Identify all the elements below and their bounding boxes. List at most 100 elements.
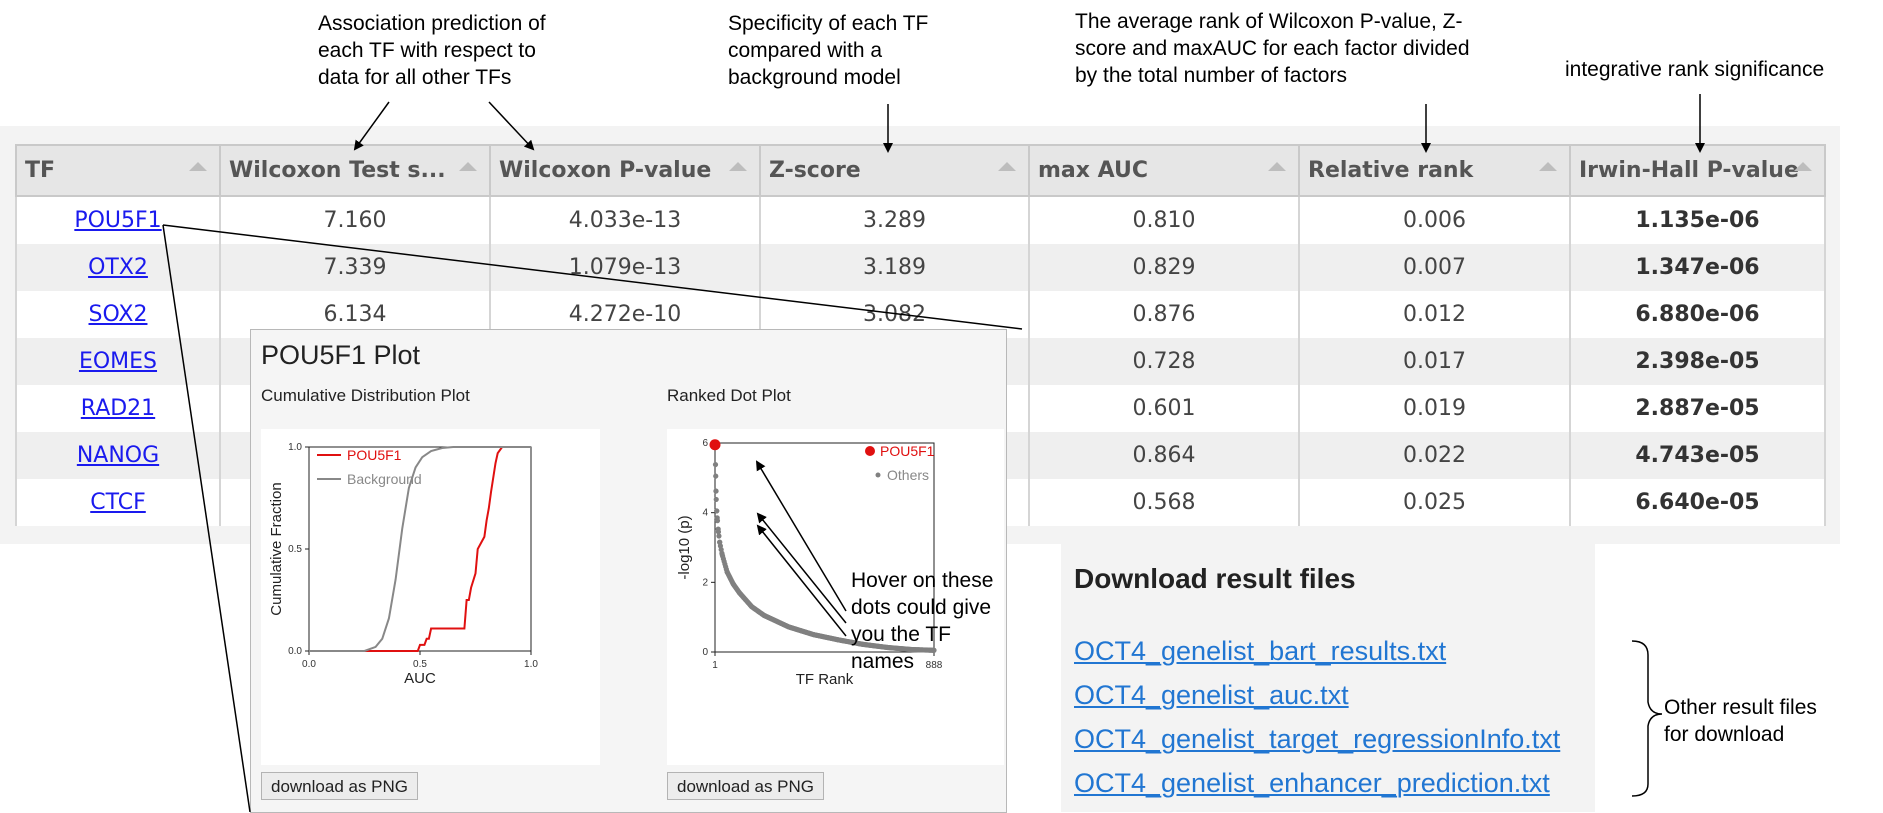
cell-tf: POU5F1 [15,196,221,244]
others-dot [712,461,719,468]
others-dot [909,646,915,653]
tf-link[interactable]: OTX2 [88,255,148,280]
pou5f1-dot [709,439,721,451]
sort-arrow-icon[interactable] [189,162,207,171]
dot-legend-label: POU5F1 [880,443,935,459]
col-header-label: Z-score [769,158,861,183]
others-dot [884,644,891,651]
others-dot [730,581,736,587]
others-dot [713,473,719,479]
cdf-x-tick-label: 1.0 [524,659,538,670]
others-dot [860,641,866,647]
cell-max-auc: 0.601 [1028,385,1300,432]
sort-arrow-icon[interactable] [1268,162,1286,171]
cell-wilcoxon-stat: 7.160 [219,196,491,244]
col-header-wilcoxon-stat[interactable]: Wilcoxon Test s... [219,144,491,197]
cell-irwin-hall: 1.347e-06 [1569,244,1826,291]
others-dot [835,637,841,643]
cell-irwin-hall: 1.135e-06 [1569,196,1826,244]
cdf-plot-title: Cumulative Distribution Plot [261,386,470,405]
cell-relative-rank: 0.022 [1298,432,1571,479]
others-dot [714,515,720,521]
cell-relative-rank: 0.017 [1298,338,1571,385]
cdf-plot: 0.0 0.5 1.0 0.0 0.5 1.0 AUC Cumulative Fraction… [261,429,600,765]
relative-rank-note: The average rank of Wilcoxon P-value, Z-… [1075,8,1470,89]
dot-legend-label: Others [887,467,929,483]
download-file-link[interactable]: OCT4_genelist_auc.txt [1074,680,1349,710]
col-header-label: Wilcoxon Test s... [229,158,446,183]
cell-irwin-hall: 4.743e-05 [1569,432,1826,479]
cell-max-auc: 0.864 [1028,432,1300,479]
cell-irwin-hall: 6.880e-06 [1569,291,1826,338]
specificity-note-line: compared with a [728,39,883,62]
cell-tf: SOX2 [15,291,221,338]
dot-y-tick-label: 0 [702,647,708,658]
annotation-arrow [488,101,535,151]
tf-link[interactable]: NANOG [76,443,160,468]
col-header-relative-rank[interactable]: Relative rank [1298,144,1571,197]
others-dot [736,590,743,596]
cdf-x-axis-label: AUC [404,670,436,687]
specificity-note-line: Specificity of each TF [728,12,929,35]
dot-y-axis-label: -log10 (p) [676,515,693,579]
download-bracket [1631,640,1663,797]
hover-note-line: Hover on these [851,569,994,592]
cell-z-score: 3.189 [759,244,1030,291]
ranked-dot-plot: 1 888 0 2 4 6 TF Rank -log10 (p) POU5F1 Others [667,429,1004,765]
tf-link[interactable]: POU5F1 [74,208,162,233]
table-row: SOX2 6.134 4.272e-10 3.082 0.876 0.012 6… [15,291,1826,338]
sort-arrow-icon[interactable] [459,162,477,171]
dot-plot-svg: 1 888 0 2 4 6 TF Rank -log10 (p) POU5F1 Others [676,438,943,688]
col-header-max-auc[interactable]: max AUC [1028,144,1300,197]
cdf-download-png-button[interactable]: download as PNG [261,772,419,800]
hover-note: Hover on these dots could give you the T… [851,567,993,675]
dot-download-png-button[interactable]: download as PNG [667,772,825,800]
cdf-y-axis-label: Cumulative Fraction [268,482,285,615]
cdf-background-line [309,446,531,652]
col-header-label: Wilcoxon P-value [499,158,712,183]
download-file-link[interactable]: OCT4_genelist_enhancer_prediction.txt [1074,768,1550,798]
col-header-label: Relative rank [1308,158,1474,183]
cell-tf: NANOG [15,432,221,479]
tf-link[interactable]: CTCF [90,490,146,515]
other-files-note-line: for download [1664,723,1785,746]
tf-link[interactable]: SOX2 [88,302,148,327]
irwin-hall-note: integrative rank significance [1565,56,1824,83]
tf-link[interactable]: EOMES [78,349,158,374]
download-file-link[interactable]: OCT4_genelist_bart_results.txt [1074,636,1447,666]
other-files-note: Other result files for download [1664,694,1817,748]
others-dot [786,624,792,630]
cdf-y-tick-label: 1.0 [288,442,302,453]
tf-link[interactable]: RAD21 [80,396,156,421]
cdf-y-tick-label: 0.0 [288,646,302,657]
cell-max-auc: 0.728 [1028,338,1300,385]
cell-relative-rank: 0.006 [1298,196,1571,244]
cell-max-auc: 0.829 [1028,244,1300,291]
sort-arrow-icon[interactable] [1794,162,1812,171]
hover-arrow [756,512,847,624]
col-header-tf[interactable]: TF [15,144,221,197]
download-file-link[interactable]: OCT4_genelist_target_regressionInfo.txt [1074,724,1561,754]
table-row: OTX2 7.339 1.079e-13 3.189 0.829 0.007 1… [15,244,1826,291]
cell-relative-rank: 0.012 [1298,291,1571,338]
sort-arrow-icon[interactable] [729,162,747,171]
hover-note-line: names [851,650,915,673]
popup-connector [162,224,251,812]
col-header-z-score[interactable]: Z-score [759,144,1030,197]
table-row: POU5F1 7.160 4.033e-13 3.289 0.810 0.006… [15,196,1826,244]
others-dot [713,488,719,494]
cell-max-auc: 0.876 [1028,291,1300,338]
cell-z-score: 3.289 [759,196,1030,244]
download-heading: Download result files [1074,563,1356,594]
dot-y-tick-label: 4 [702,508,708,519]
cdf-pou5f1-line [309,446,531,652]
association-note: Association prediction of each TF with r… [318,10,546,91]
col-header-wilcoxon-p[interactable]: Wilcoxon P-value [489,144,761,197]
sort-arrow-icon[interactable] [1539,162,1557,171]
hover-note-line: you the TF [851,623,951,646]
others-dot [749,604,755,610]
relative-rank-note-line: score and maxAUC for each factor divided [1075,37,1470,60]
dot-y-tick-label: 2 [702,577,708,588]
others-dot [810,631,817,638]
sort-arrow-icon[interactable] [998,162,1016,171]
